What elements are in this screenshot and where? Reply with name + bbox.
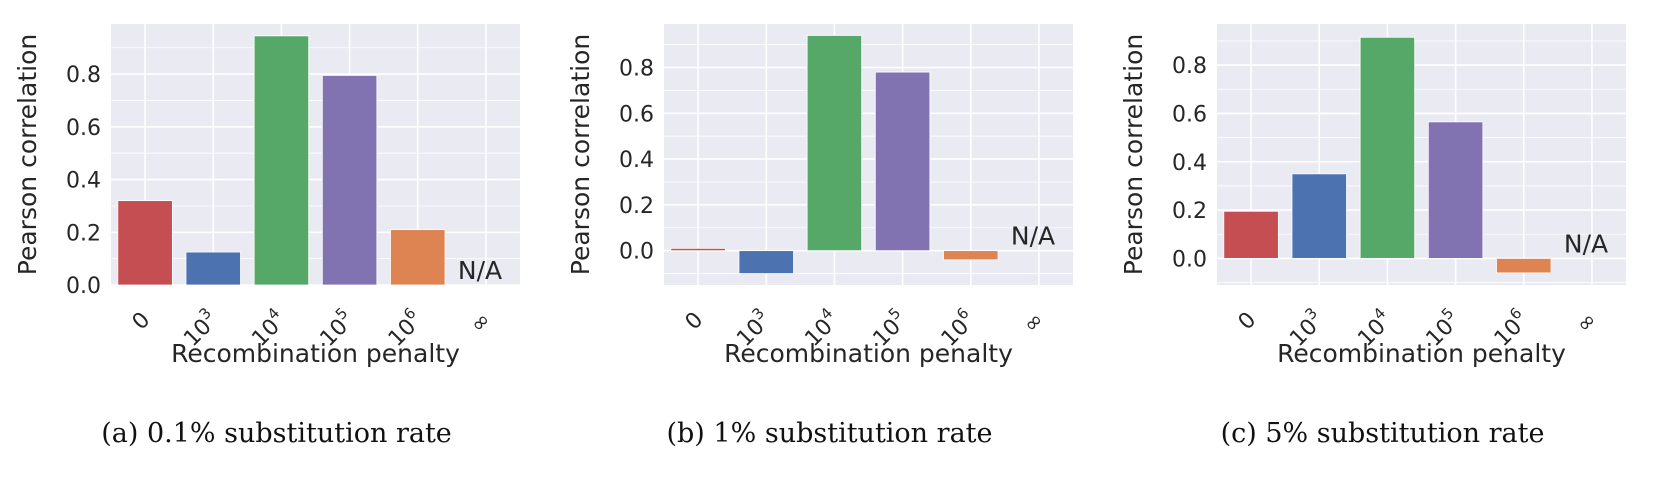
y-tick-label: 0.8 [1172,54,1207,79]
y-tick-label: 0.6 [1172,102,1207,127]
x-tick-base: ∞ [466,308,497,339]
y-tick-label: 0.0 [66,274,101,299]
bar-3 [1427,121,1484,259]
bar-4 [390,229,446,286]
bar-4 [943,250,999,261]
na-label: N/A [1011,222,1055,251]
bar-2 [806,35,863,252]
x-axis-label: Recombination penalty [171,339,460,368]
bar-0 [1223,210,1279,259]
x-tick-base: 0 [128,308,156,336]
bar-1 [1291,173,1347,259]
bar-3 [321,75,378,286]
y-axis-label: Pearson correlation [13,34,42,275]
bar-0 [670,247,726,252]
bar-3 [874,71,931,252]
y-tick-label: 0.2 [1172,199,1207,224]
chart-caption-a: (a) 0.1% substitution rate [101,418,452,449]
x-tick-label: 0 [681,308,709,336]
x-tick-label: ∞ [466,308,497,339]
plot-area [111,24,520,285]
y-tick-label: 0.6 [619,102,654,127]
y-tick-label: 0.4 [66,169,101,194]
bar-1 [738,250,794,274]
bar-1 [185,251,241,286]
chart-caption-c: (c) 5% substitution rate [1220,418,1545,449]
x-tick-label: ∞ [1019,308,1050,339]
na-label: N/A [1564,229,1608,258]
x-tick-base: ∞ [1572,308,1603,339]
x-axis-label: Recombination penalty [724,339,1013,368]
y-tick-label: 0.4 [1172,151,1207,176]
x-tick-label: 0 [128,308,156,336]
x-tick-base: 0 [681,308,709,336]
plot-area [1217,24,1626,285]
bar-4 [1496,258,1552,274]
y-axis-label: Pearson correlation [566,34,595,275]
chart-panel-b: N/A 0.0 0.2 0.4 0.6 0.8 0 103 104 105 106 ∞ Recombin… [553,0,1106,480]
bar-0 [117,200,173,286]
y-tick-label: 0.2 [619,194,654,219]
bar-2 [1359,36,1416,259]
chart-panel-a: N/A 0.0 0.2 0.4 0.6 0.8 0 103 104 105 106 ∞ Recombin… [0,0,553,480]
na-label: N/A [458,256,502,285]
bar-2 [253,35,310,286]
x-tick-label: 0 [1234,308,1262,336]
y-tick-label: 0.0 [1172,247,1207,272]
x-tick-base: ∞ [1019,308,1050,339]
y-tick-label: 0.2 [66,221,101,246]
y-tick-label: 0.8 [66,63,101,88]
y-axis-label: Pearson correlation [1119,34,1148,275]
chart-caption-b: (b) 1% substitution rate [666,418,993,449]
y-tick-label: 0.4 [619,148,654,173]
x-axis-label: Recombination penalty [1277,339,1566,368]
y-tick-label: 0.0 [619,240,654,265]
y-tick-label: 0.8 [619,57,654,82]
y-tick-label: 0.6 [66,116,101,141]
chart-panel-c: N/A 0.0 0.2 0.4 0.6 0.8 0 103 104 105 106 ∞ Recombin… [1106,0,1659,480]
x-tick-base: 0 [1234,308,1262,336]
x-tick-label: ∞ [1572,308,1603,339]
